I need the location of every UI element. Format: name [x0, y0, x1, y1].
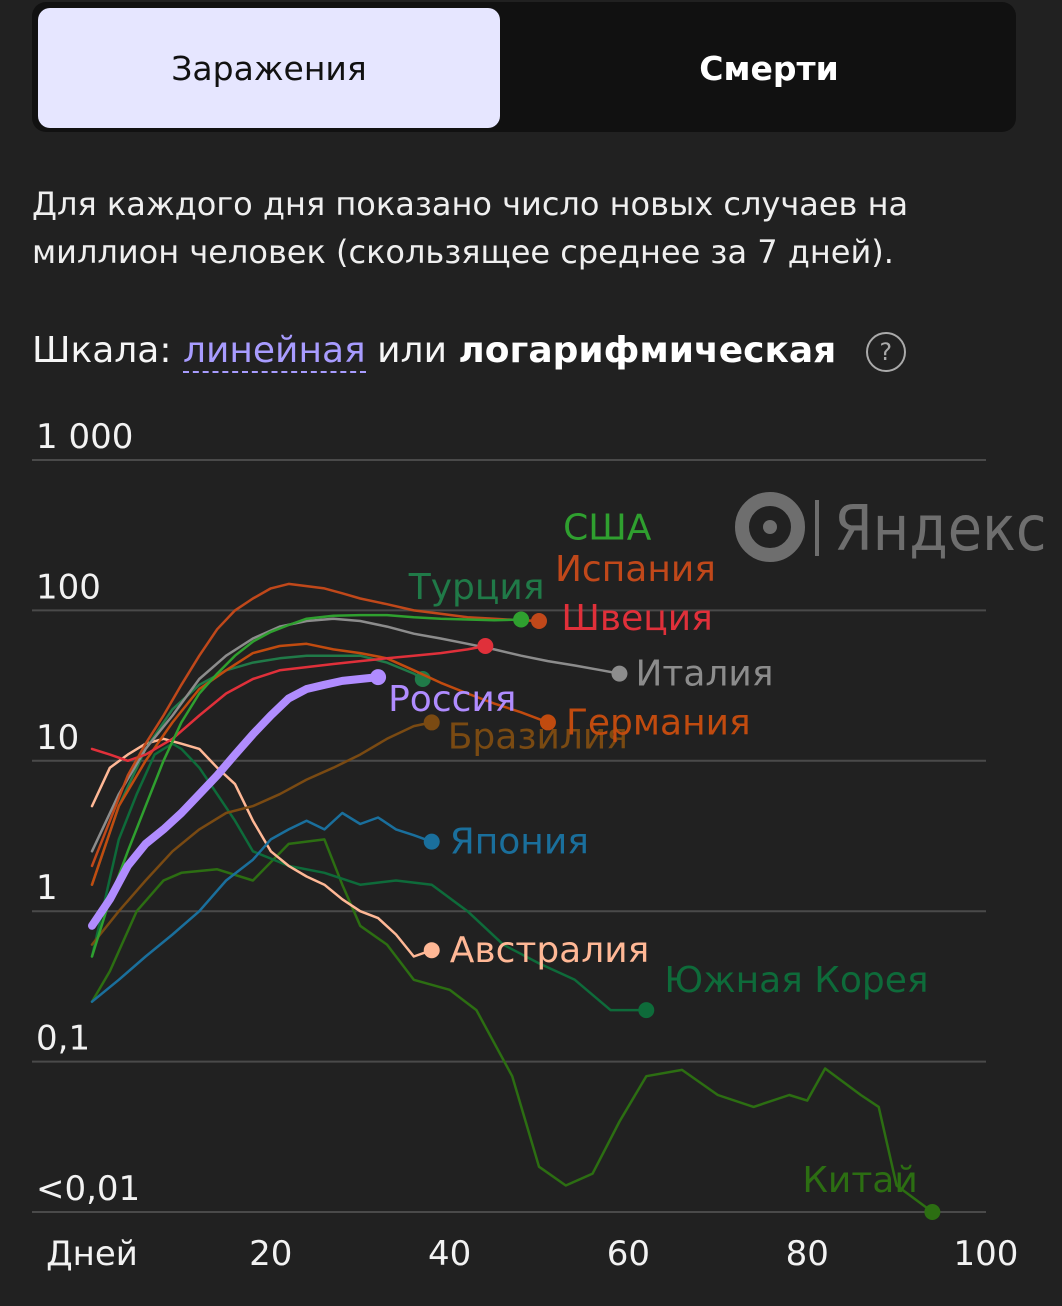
tab-deaths[interactable]: Смерти — [699, 48, 839, 88]
series-end-point — [423, 833, 440, 850]
series-end-point — [423, 942, 440, 959]
series-line — [90, 742, 648, 1012]
series-label: Южная Корея — [664, 960, 928, 1001]
series-line — [90, 811, 433, 1003]
scale-linear-link[interactable]: линейная — [182, 330, 366, 373]
series-label: Италия — [635, 654, 773, 695]
series-end-point — [423, 714, 440, 731]
series-end-point — [638, 1002, 655, 1019]
series-line — [90, 613, 523, 958]
series-end-point — [611, 665, 628, 682]
series-line — [90, 617, 621, 853]
yandex-logo: Яндекс — [735, 492, 1047, 565]
series-end-point — [924, 1204, 941, 1220]
series-label: Китай — [802, 1160, 917, 1201]
scale-selector: Шкала: линейная или логарифмическая ? — [32, 330, 906, 373]
yandex-logo-icon — [735, 492, 805, 562]
x-tick-label: 80 — [786, 1234, 829, 1274]
series-end-point — [477, 637, 494, 654]
yandex-logo-divider — [815, 500, 819, 556]
tab-infections[interactable]: Заражения — [38, 8, 500, 128]
series-label: Россия — [388, 679, 516, 720]
y-tick-label: 1 000 — [36, 417, 133, 457]
yandex-logo-text: Яндекс — [834, 492, 1047, 565]
scale-log-option[interactable]: логарифмическая — [458, 330, 837, 371]
series-label: США — [563, 507, 652, 548]
help-icon[interactable]: ? — [865, 332, 906, 372]
x-tick-label: Дней — [46, 1234, 138, 1274]
series-end-point — [513, 611, 530, 628]
series-line — [90, 642, 550, 886]
series-line — [90, 721, 433, 946]
yandex-logo-dot — [763, 520, 777, 534]
chart-grid: 1 000 100 10 1 0,1 <0,01 Дней 20 40 60 80 100 — [32, 417, 1018, 1274]
series-label: Германия — [566, 702, 751, 743]
series-label: Япония — [450, 822, 589, 863]
x-tick-label: 40 — [428, 1234, 471, 1274]
series-line — [88, 673, 383, 930]
x-tick-label: 60 — [607, 1234, 650, 1274]
series-label: Испания — [555, 549, 716, 590]
chart-series — [88, 582, 941, 1220]
series-label: Австралия — [450, 930, 650, 971]
y-tick-label: 100 — [36, 567, 101, 607]
series-label: Турция — [408, 567, 545, 608]
y-tick-label: 1 — [36, 868, 58, 908]
y-tick-label: <0,01 — [36, 1169, 140, 1209]
x-tick-label: 100 — [954, 1234, 1019, 1274]
y-tick-label: 10 — [36, 718, 79, 758]
chart-description: Для каждого дня показано число новых слу… — [32, 185, 909, 271]
series-end-point — [531, 613, 547, 630]
scale-or-text: или — [377, 330, 447, 371]
series-line — [90, 838, 934, 1214]
series-end-point — [539, 714, 556, 731]
series-label: Швеция — [561, 598, 712, 639]
series-line — [90, 582, 541, 868]
scale-label: Шкала: — [32, 330, 172, 371]
y-tick-label: 0,1 — [36, 1019, 90, 1059]
chart-series-labels: Китай Южная Корея Австралия Япония Бразилия Т… — [388, 507, 928, 1201]
x-tick-label: 20 — [249, 1234, 292, 1274]
metric-tabs: Заражения Смерти — [32, 2, 1016, 132]
series-label: Бразилия — [448, 716, 628, 757]
series-end-point — [370, 669, 387, 686]
